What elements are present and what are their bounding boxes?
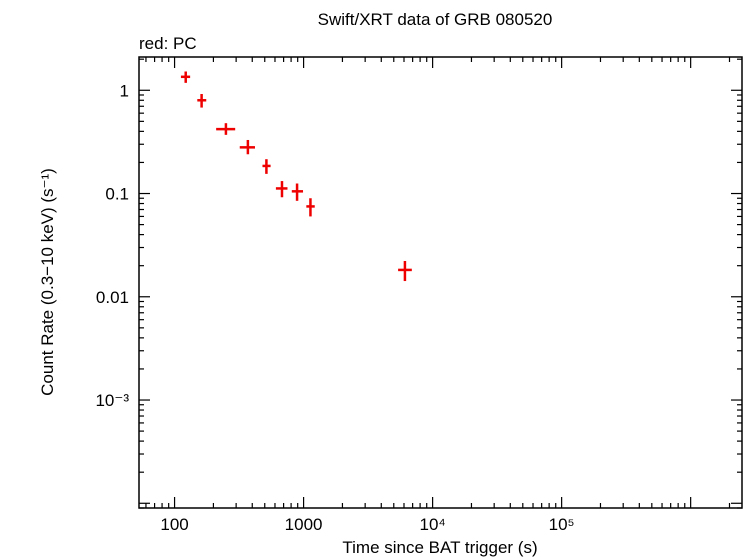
plot-frame bbox=[138, 56, 743, 509]
x-tick-label: 100 bbox=[160, 515, 188, 534]
chart-subtitle: red: PC bbox=[139, 34, 197, 53]
data-point bbox=[216, 123, 236, 135]
data-point bbox=[180, 71, 191, 83]
x-tick-label: 1000 bbox=[285, 515, 323, 534]
y-axis-label: Count Rate (0.3−10 keV) (s⁻¹) bbox=[38, 168, 57, 396]
y-tick-label: 0.1 bbox=[105, 185, 129, 204]
x-tick-label: 10⁵ bbox=[549, 515, 575, 534]
y-tick-label: 0.01 bbox=[96, 288, 129, 307]
data-point bbox=[306, 198, 315, 217]
data-point bbox=[197, 94, 207, 108]
axis-ticks bbox=[139, 57, 742, 509]
data-point bbox=[398, 261, 412, 282]
chart-title: Swift/XRT data of GRB 080520 bbox=[318, 10, 553, 29]
data-points bbox=[180, 71, 412, 282]
data-point bbox=[239, 139, 255, 155]
x-axis-label: Time since BAT trigger (s) bbox=[342, 538, 537, 557]
data-point bbox=[275, 181, 288, 198]
data-point bbox=[291, 183, 304, 201]
axis-tick-labels: 100 1000 10⁴ 10⁵ 1 0.1 0.01 10⁻³ bbox=[95, 81, 574, 534]
y-tick-label: 10⁻³ bbox=[95, 391, 129, 410]
x-tick-label: 10⁴ bbox=[420, 515, 446, 534]
y-tick-label: 1 bbox=[120, 81, 129, 100]
data-point bbox=[262, 159, 271, 174]
